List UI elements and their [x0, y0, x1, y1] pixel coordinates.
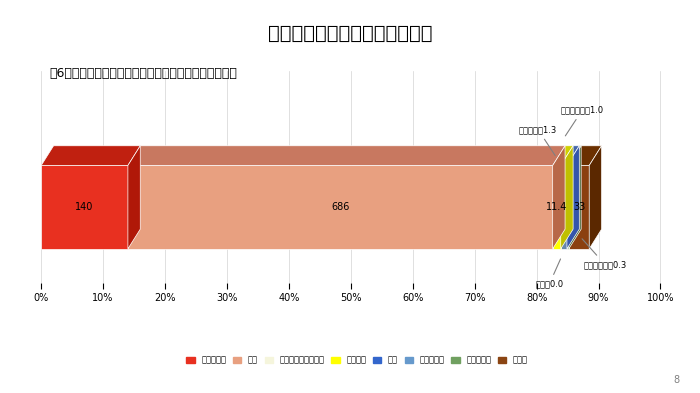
Polygon shape: [553, 165, 561, 249]
Text: 健診センター　満足度調査結果: 健診センター 満足度調査結果: [267, 24, 433, 42]
Text: やや不満，1.3: やや不満，1.3: [519, 125, 557, 156]
Polygon shape: [567, 165, 569, 249]
Text: 33: 33: [573, 202, 585, 212]
Text: 8: 8: [673, 375, 679, 385]
Polygon shape: [567, 146, 581, 165]
Polygon shape: [553, 146, 565, 249]
Polygon shape: [569, 165, 589, 249]
Polygon shape: [553, 146, 573, 165]
Polygon shape: [41, 165, 128, 249]
Polygon shape: [128, 146, 140, 249]
Polygon shape: [128, 165, 553, 249]
Text: 該当しない，0.3: 該当しない，0.3: [582, 239, 626, 269]
Legend: 非常に満足, 満足, どちらともいえない, やや不満, 不満, 分からない, 該当しない, 無回答: 非常に満足, 満足, どちらともいえない, やや不満, 不満, 分からない, 該…: [183, 352, 531, 368]
Polygon shape: [561, 146, 573, 249]
Polygon shape: [567, 146, 580, 249]
Text: 分からない，1.0: 分からない，1.0: [561, 105, 604, 136]
Text: 140: 140: [76, 202, 94, 212]
Polygon shape: [569, 146, 581, 249]
Text: 不満，0.0: 不満，0.0: [536, 259, 564, 289]
Polygon shape: [128, 146, 565, 165]
Polygon shape: [41, 146, 140, 165]
Text: 11.4: 11.4: [546, 202, 568, 212]
Polygon shape: [561, 146, 580, 165]
Text: 問6　全体として、当施設にどの程度満足されてますか: 問6 全体として、当施設にどの程度満足されてますか: [49, 67, 237, 80]
Polygon shape: [561, 165, 567, 249]
Text: 686: 686: [331, 202, 349, 212]
Polygon shape: [569, 146, 601, 165]
Polygon shape: [589, 146, 601, 249]
